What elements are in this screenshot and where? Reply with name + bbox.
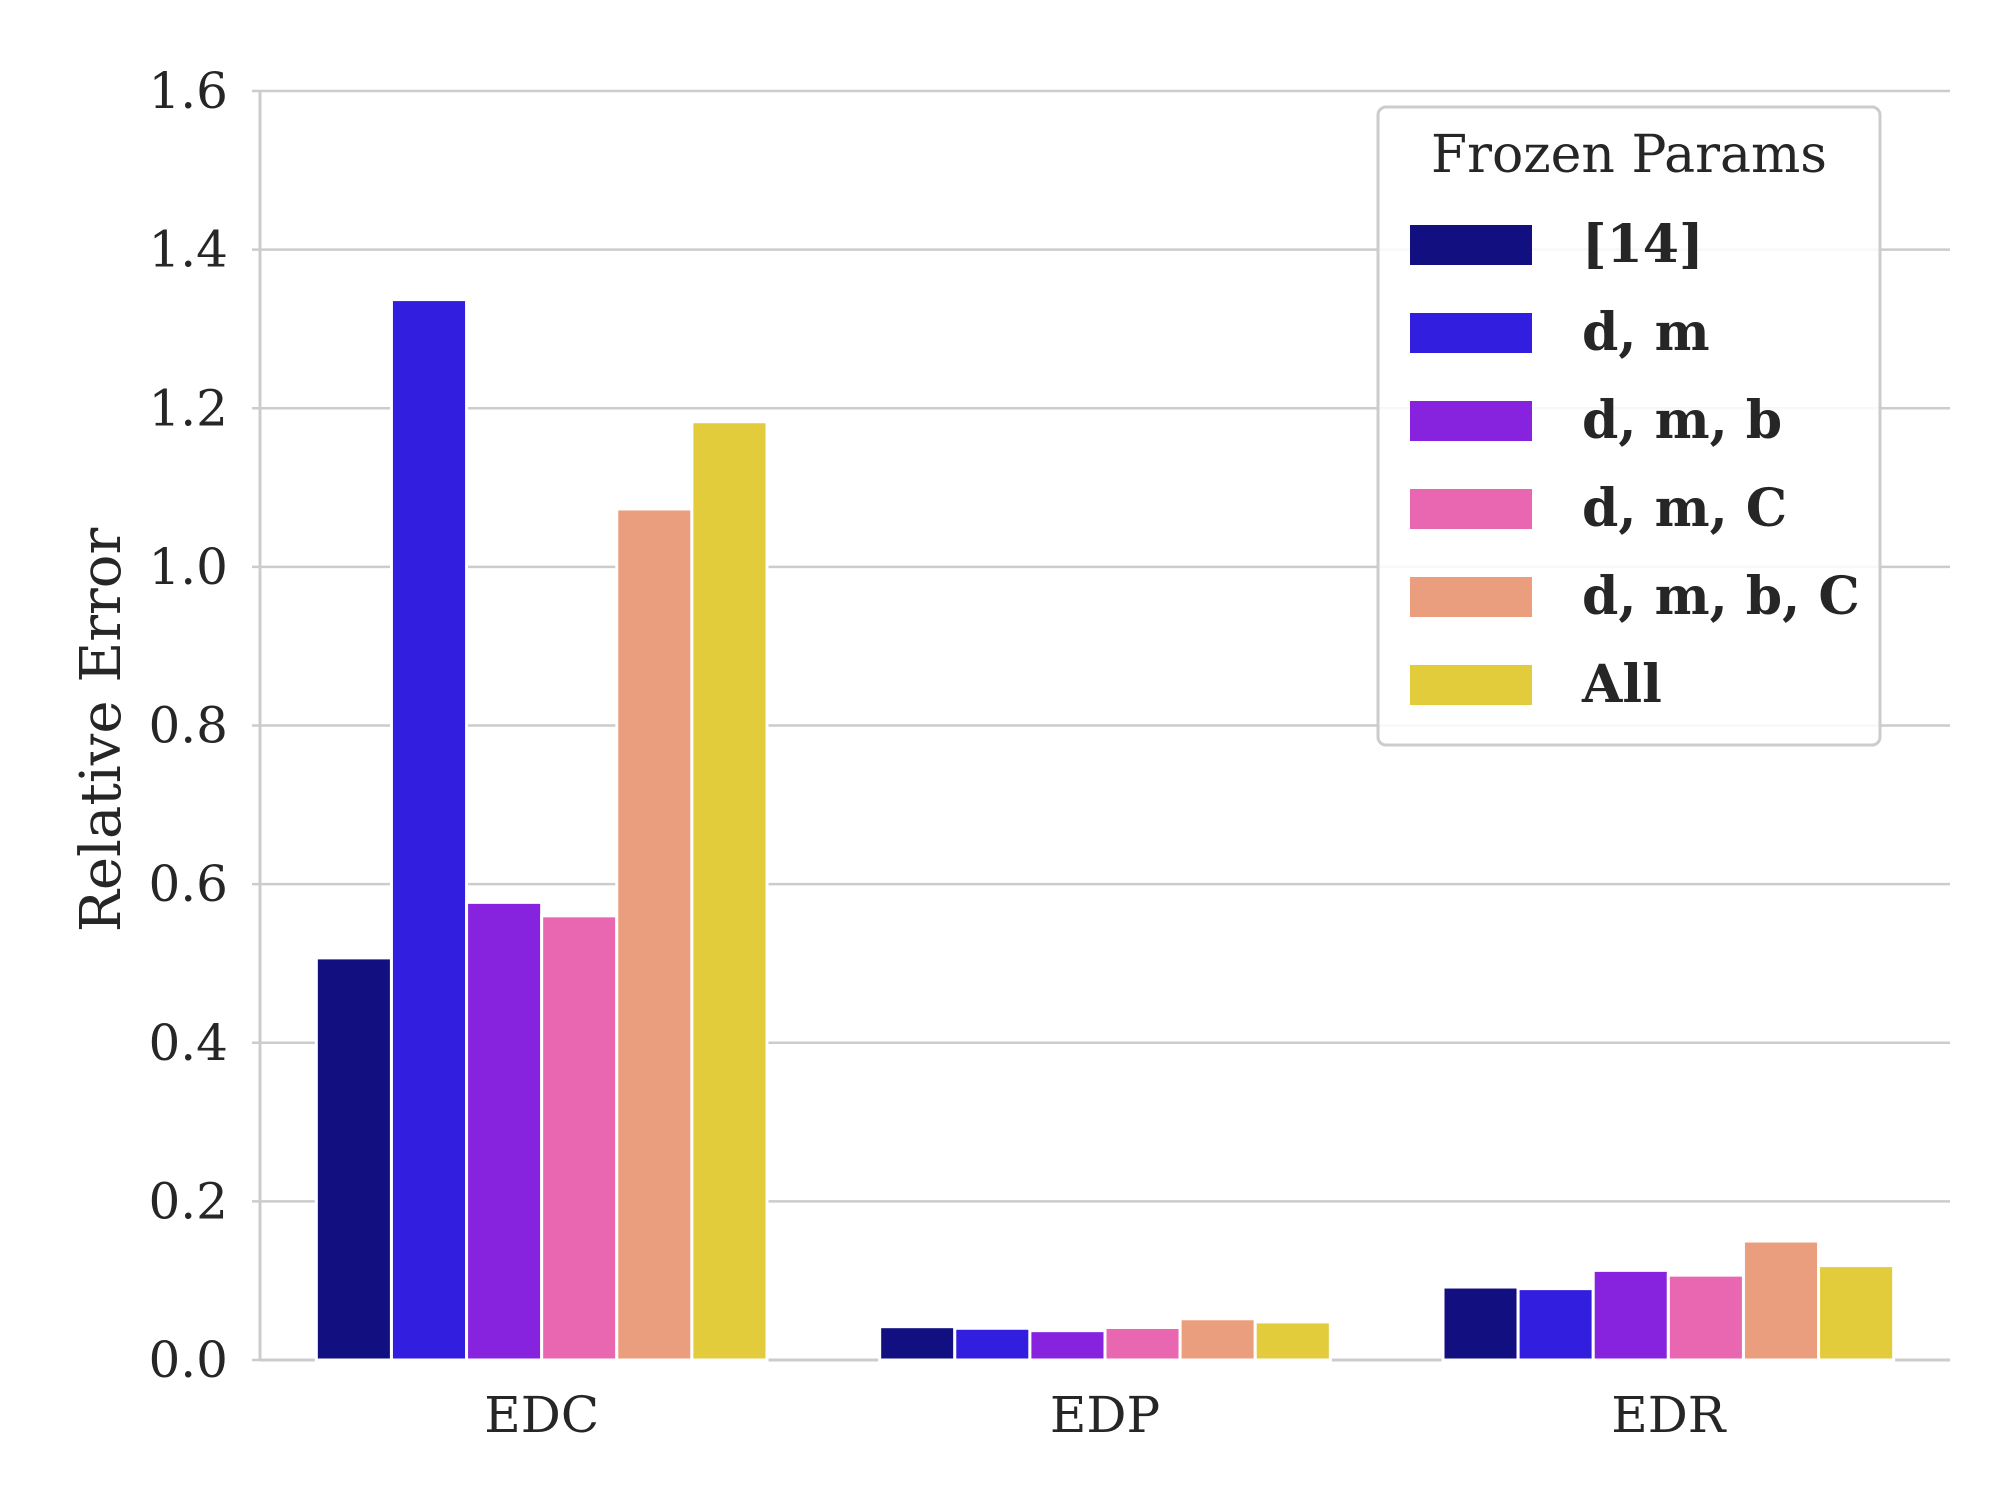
legend-swatch	[1410, 489, 1532, 529]
y-tick-label: 0.8	[148, 697, 228, 755]
bar-edp-0	[880, 1327, 955, 1360]
legend-label: d, m, C	[1582, 478, 1787, 539]
y-tick-label: 1.0	[148, 538, 228, 596]
legend-label: d, m, b, C	[1582, 566, 1860, 627]
bar-edc-2	[467, 902, 542, 1360]
legend-label: d, m, b	[1582, 390, 1782, 451]
bar-edp-4	[1180, 1319, 1255, 1360]
chart-figure: 0.0 0.2 0.4 0.6 0.8 1.0 1.2 1.4 1.6 EDC EDP EDR Re…	[0, 0, 1999, 1500]
bar-edr-3	[1668, 1275, 1743, 1360]
legend-swatch	[1410, 665, 1532, 705]
x-tick-label: EDC	[484, 1386, 599, 1444]
bar-edp-3	[1105, 1327, 1180, 1360]
y-tick-label: 0.4	[148, 1014, 228, 1072]
legend-swatch	[1410, 313, 1532, 353]
legend-swatch	[1410, 401, 1532, 441]
y-tick-label: 1.6	[148, 62, 228, 120]
bar-edr-2	[1593, 1270, 1668, 1360]
legend: Frozen Params [14] d, m d, m, b d, m, C d, m…	[1378, 107, 1880, 745]
legend-label: All	[1581, 654, 1662, 715]
legend-swatch	[1410, 225, 1532, 265]
bar-edr-1	[1518, 1289, 1593, 1360]
y-tick-label: 1.4	[148, 221, 228, 279]
x-tick-labels: EDC EDP EDR	[484, 1386, 1727, 1444]
bar-edr-5	[1819, 1266, 1894, 1360]
bar-edc-5	[692, 422, 767, 1360]
y-tick-label: 0.2	[148, 1172, 228, 1230]
bar-edc-1	[391, 300, 466, 1360]
bar-edc-0	[316, 958, 391, 1360]
bar-edr-4	[1743, 1241, 1818, 1360]
legend-label: [14]	[1582, 214, 1704, 275]
y-axis-label: Relative Error	[69, 528, 134, 933]
bar-chart: 0.0 0.2 0.4 0.6 0.8 1.0 1.2 1.4 1.6 EDC EDP EDR Re…	[0, 0, 1999, 1500]
legend-swatch	[1410, 577, 1532, 617]
bar-edc-3	[542, 916, 617, 1360]
bar-edp-5	[1255, 1322, 1330, 1360]
legend-label: d, m	[1582, 302, 1710, 363]
y-tick-label: 0.0	[148, 1331, 228, 1389]
x-tick-label: EDR	[1611, 1386, 1727, 1444]
bar-edr-0	[1443, 1287, 1518, 1360]
y-tick-labels: 0.0 0.2 0.4 0.6 0.8 1.0 1.2 1.4 1.6	[148, 62, 228, 1389]
bar-edc-4	[617, 509, 692, 1360]
y-tick-label: 1.2	[148, 379, 228, 437]
bar-edp-1	[955, 1328, 1030, 1360]
legend-title: Frozen Params	[1431, 125, 1827, 185]
y-tick-label: 0.6	[148, 855, 228, 913]
bar-edp-2	[1030, 1331, 1105, 1360]
x-tick-label: EDP	[1050, 1386, 1160, 1444]
